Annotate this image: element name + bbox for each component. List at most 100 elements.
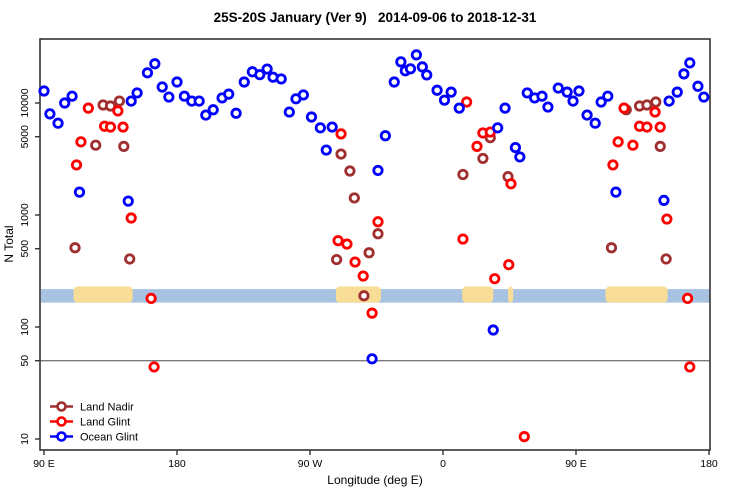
y-tick-label: 10 xyxy=(19,433,31,445)
data-point xyxy=(122,195,134,207)
data-point xyxy=(471,140,483,152)
data-point xyxy=(607,159,619,171)
data-point xyxy=(82,102,94,114)
x-tick-label: 90 W xyxy=(298,458,323,470)
data-point xyxy=(698,91,710,103)
data-point xyxy=(357,270,369,282)
legend-marker xyxy=(56,431,67,442)
data-point xyxy=(372,228,384,240)
data-point xyxy=(275,73,287,85)
data-point xyxy=(684,361,696,373)
data-point xyxy=(692,80,704,92)
data-point xyxy=(573,85,585,97)
data-point xyxy=(654,121,666,133)
data-point xyxy=(330,253,343,266)
data-point xyxy=(421,69,433,81)
data-point xyxy=(75,136,87,148)
data-point xyxy=(595,96,607,108)
x-tick-label: 180 xyxy=(700,458,718,470)
data-point xyxy=(238,76,250,88)
data-point xyxy=(117,121,129,133)
y-tick-label: 5000 xyxy=(19,125,31,149)
map-band-land xyxy=(335,286,381,303)
data-point xyxy=(618,102,630,114)
data-point xyxy=(193,95,205,107)
legend-item: Ocean Glint xyxy=(50,431,138,444)
data-point xyxy=(148,361,160,373)
data-point xyxy=(112,105,124,117)
plot-frame-layer: 90 E 180 90 W 0 90 E 180 10 50 100 500 1000 5000 100… xyxy=(19,38,718,470)
map-band-layer xyxy=(41,286,710,303)
data-point xyxy=(605,242,618,254)
data-point xyxy=(314,122,326,134)
data-point xyxy=(125,95,137,107)
data-point xyxy=(349,256,361,268)
legend-marker xyxy=(56,401,67,412)
data-point xyxy=(681,292,694,305)
data-point xyxy=(131,87,143,99)
x-tick-label: 0 xyxy=(440,458,446,470)
data-point xyxy=(207,104,219,116)
data-point xyxy=(52,117,64,129)
data-point xyxy=(363,247,375,259)
data-point xyxy=(326,121,338,133)
data-point xyxy=(73,186,86,198)
data-point xyxy=(379,130,391,142)
map-band-land xyxy=(462,286,494,303)
data-point xyxy=(230,107,242,119)
data-point xyxy=(641,99,653,111)
series-land-glint xyxy=(70,96,696,443)
y-tick-label: 500 xyxy=(19,240,31,258)
data-point xyxy=(678,68,690,80)
data-point xyxy=(395,56,407,68)
data-point xyxy=(341,238,353,250)
data-point xyxy=(372,216,384,228)
data-point xyxy=(223,88,235,100)
data-point xyxy=(372,164,384,177)
data-point xyxy=(254,69,266,81)
x-tick-label: 90 E xyxy=(33,458,55,470)
data-point xyxy=(521,87,533,99)
data-point xyxy=(602,90,614,102)
data-point xyxy=(69,242,81,254)
data-point xyxy=(366,353,378,365)
data-point xyxy=(335,128,347,140)
data-point xyxy=(542,101,554,113)
data-point xyxy=(438,94,451,106)
data-point xyxy=(489,273,501,285)
data-point xyxy=(66,90,78,102)
legend-label: Land Glint xyxy=(80,417,130,429)
y-tick-label: 100 xyxy=(19,318,31,336)
data-point xyxy=(297,89,309,101)
data-point xyxy=(178,90,190,102)
data-point xyxy=(171,76,183,88)
data-point xyxy=(552,82,564,94)
data-point xyxy=(567,95,579,107)
data-point xyxy=(536,90,548,102)
data-point xyxy=(650,96,662,108)
y-axis-title: N Total xyxy=(2,225,16,262)
data-point xyxy=(649,106,661,118)
data-point xyxy=(332,235,344,247)
series-land-nadir xyxy=(69,95,672,302)
data-point xyxy=(654,140,666,152)
data-point xyxy=(104,100,117,112)
data-point xyxy=(416,61,428,73)
legend: Land Nadir Land Glint Ocean Glint xyxy=(50,401,138,444)
data-point xyxy=(344,165,356,177)
data-point xyxy=(404,63,417,75)
series-ocean-glint xyxy=(38,49,710,365)
legend-item: Land Nadir xyxy=(50,401,134,414)
data-point xyxy=(492,122,504,134)
data-point xyxy=(487,324,499,336)
y-tick-label: 1000 xyxy=(19,203,31,227)
data-point xyxy=(627,139,639,151)
chart-title: 25S-20S January (Ver 9) 2014-09-06 to 20… xyxy=(213,10,537,25)
data-point xyxy=(113,95,125,107)
data-point xyxy=(610,186,622,198)
data-point xyxy=(163,91,175,103)
data-point xyxy=(38,85,50,97)
data-point xyxy=(503,259,515,271)
data-point xyxy=(561,86,573,98)
